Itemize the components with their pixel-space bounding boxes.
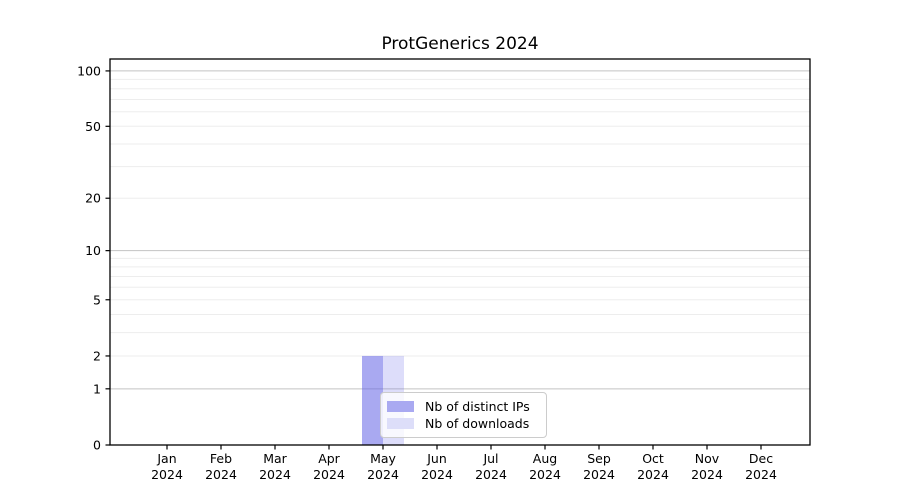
x-tick-label-year: 2024 bbox=[475, 467, 507, 482]
plot-frame bbox=[109, 58, 811, 446]
x-tick-label-month: Sep bbox=[587, 451, 611, 466]
legend: Nb of distinct IPs Nb of downloads bbox=[380, 392, 547, 438]
y-tick-label: 50 bbox=[85, 119, 101, 134]
legend-label-distinct-ips: Nb of distinct IPs bbox=[425, 399, 530, 414]
x-tick-label-year: 2024 bbox=[745, 467, 777, 482]
y-tick-label: 20 bbox=[85, 191, 101, 206]
y-tick-label: 5 bbox=[93, 292, 101, 307]
x-tick-label-year: 2024 bbox=[367, 467, 399, 482]
y-tick-label: 1 bbox=[93, 381, 101, 396]
x-tick-label-month: Jan bbox=[156, 451, 176, 466]
chart-title: ProtGenerics 2024 bbox=[381, 34, 539, 54]
y-tick-label: 0 bbox=[93, 438, 101, 453]
x-tick-label-year: 2024 bbox=[691, 467, 723, 482]
x-tick-label-year: 2024 bbox=[421, 467, 453, 482]
x-tick-label-year: 2024 bbox=[583, 467, 615, 482]
x-tick-label-year: 2024 bbox=[151, 467, 183, 482]
x-tick-label-year: 2024 bbox=[205, 467, 237, 482]
x-tick-label-month: May bbox=[370, 451, 396, 466]
bar-may-2024 bbox=[362, 355, 383, 445]
x-tick-label-year: 2024 bbox=[529, 467, 561, 482]
x-tick-label-month: Nov bbox=[695, 451, 720, 466]
x-tick-label-month: Jun bbox=[426, 451, 447, 466]
y-tick-label: 2 bbox=[93, 348, 101, 363]
x-tick-label-month: Oct bbox=[642, 451, 664, 466]
x-tick-label-month: Dec bbox=[749, 451, 773, 466]
legend-item-downloads: Nb of downloads bbox=[387, 415, 538, 432]
legend-item-distinct-ips: Nb of distinct IPs bbox=[387, 398, 538, 415]
x-tick-label-month: Aug bbox=[533, 451, 557, 466]
x-tick-label-year: 2024 bbox=[313, 467, 345, 482]
x-tick-label-month: Mar bbox=[263, 451, 287, 466]
x-tick-label-month: Jul bbox=[482, 451, 498, 466]
legend-label-downloads: Nb of downloads bbox=[425, 416, 530, 431]
x-tick-label-year: 2024 bbox=[259, 467, 291, 482]
y-tick-label: 10 bbox=[85, 243, 101, 258]
x-tick-label-month: Feb bbox=[210, 451, 232, 466]
legend-swatch-downloads bbox=[387, 418, 414, 429]
x-tick-label-month: Apr bbox=[318, 451, 340, 466]
legend-swatch-distinct-ips bbox=[387, 401, 414, 412]
y-tick-label: 100 bbox=[77, 63, 101, 78]
x-tick-label-year: 2024 bbox=[637, 467, 669, 482]
